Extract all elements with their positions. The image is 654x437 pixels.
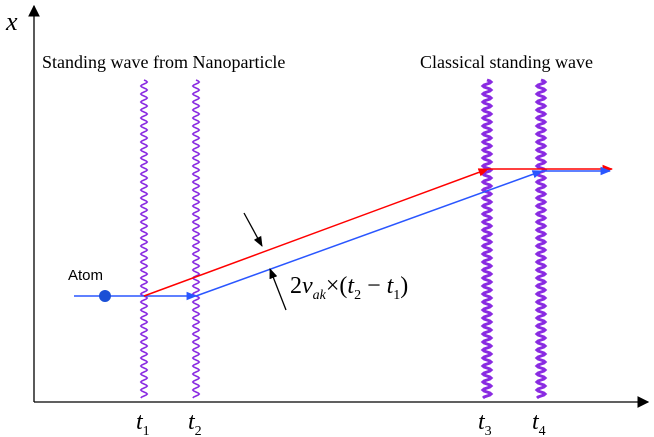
tick-t1: t1	[136, 409, 150, 437]
red-diagonal-path	[143, 168, 489, 297]
standing-waves	[139, 78, 548, 400]
separation-arrow-bottom	[269, 268, 287, 311]
atom-dot	[99, 290, 111, 302]
atom-label: Atom	[68, 267, 103, 284]
tick-t3: t3	[478, 409, 492, 437]
left-title: Standing wave from Nanoparticle	[42, 52, 285, 72]
standing-wave-t3	[480, 78, 494, 400]
right-title: Classical standing wave	[420, 52, 593, 72]
tick-t4: t4	[532, 409, 546, 437]
y-axis-label: x	[5, 7, 18, 36]
separation-formula: 2vak×(t2 − t1)	[290, 273, 408, 303]
standing-wave-t2	[191, 79, 201, 399]
tick-t2: t2	[188, 409, 202, 437]
separation-arrow-top	[243, 212, 263, 247]
blue-diagonal-path	[195, 170, 543, 297]
standing-wave-t1	[139, 79, 149, 399]
standing-wave-t4	[534, 78, 548, 400]
